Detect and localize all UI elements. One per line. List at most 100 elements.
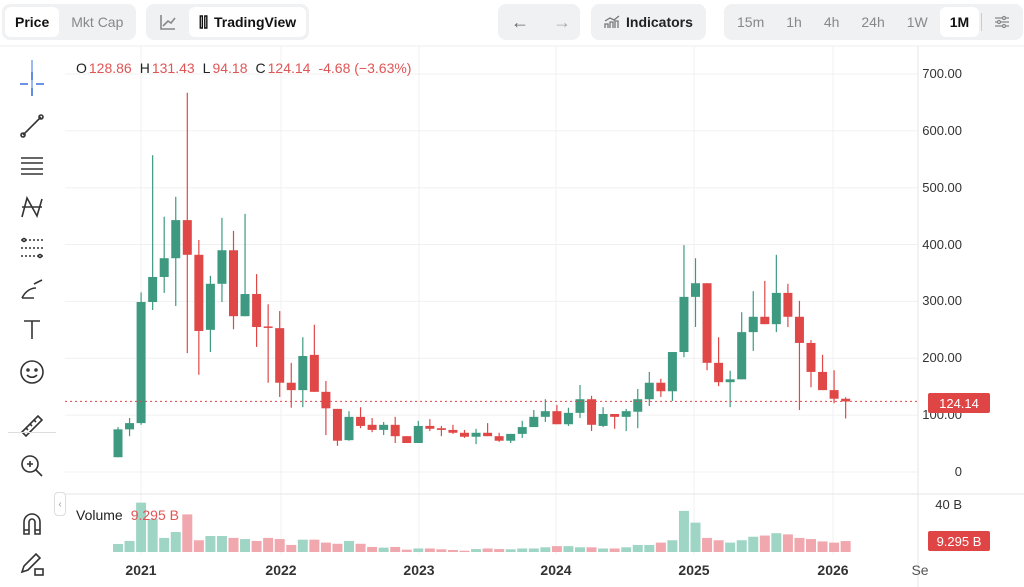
candle-body [309, 354, 319, 392]
zoom-in-tool[interactable] [16, 450, 48, 482]
volume-bar [829, 542, 840, 552]
candle-body [413, 425, 423, 444]
settings-sliders-icon[interactable] [984, 7, 1020, 37]
text-tool[interactable] [16, 314, 48, 346]
candle-body [275, 328, 285, 383]
crosshair-tool[interactable] [16, 68, 48, 100]
magnet-tool[interactable] [16, 508, 48, 540]
candle-body [148, 276, 158, 302]
pattern-icon [21, 195, 43, 219]
candle-body [725, 379, 735, 383]
volume-bar [286, 544, 297, 552]
ruler-tool[interactable] [16, 410, 48, 442]
candle-body [298, 356, 308, 391]
volume-bar [182, 514, 193, 552]
lock-drawings-tool[interactable] [16, 548, 48, 580]
timeframe-4h[interactable]: 4h [823, 14, 840, 30]
timeframe-1W[interactable]: 1W [906, 14, 928, 30]
fib-retracement-icon [21, 237, 43, 259]
candle-body [667, 352, 677, 392]
timeframe-1M[interactable]: 1M [939, 7, 980, 37]
candle-body [829, 390, 839, 399]
timeframe-24h[interactable]: 24h [861, 14, 885, 30]
horizontal-lines-tool[interactable] [16, 150, 48, 182]
candle-body [205, 283, 215, 330]
volume-bar [367, 546, 378, 552]
candle-body [448, 429, 458, 433]
candle-body [460, 432, 469, 437]
candle-body [575, 399, 585, 413]
volume-bar [436, 549, 447, 552]
volume-label: Volume [76, 507, 123, 523]
forward-arrow-icon[interactable]: → [553, 11, 571, 32]
candle-body [286, 382, 296, 391]
volume-bar [817, 541, 828, 552]
text-icon [24, 320, 40, 339]
x-axis-tick: 2022 [265, 562, 297, 578]
volume-bar [690, 522, 701, 552]
line-chart-button[interactable] [149, 7, 187, 37]
candle-body [563, 412, 573, 425]
volume-bar [193, 540, 204, 552]
candle-body [587, 399, 597, 425]
candle-body [240, 294, 250, 317]
candle-body [656, 382, 666, 392]
candle-body [471, 432, 481, 437]
mkt-cap-tab[interactable]: Mkt Cap [71, 14, 124, 30]
emoji-tool[interactable] [16, 356, 48, 388]
candle-body [760, 316, 770, 325]
candle-body [702, 283, 712, 363]
tradingview-button[interactable]: ⫿⫿ TradingView [189, 7, 307, 37]
candle-body [390, 424, 400, 437]
volume-bar [840, 541, 851, 552]
timeframe-1h[interactable]: 1h [786, 14, 802, 30]
volume-bar [586, 547, 597, 552]
volume-bar [355, 543, 366, 552]
volume-bar [621, 547, 632, 552]
volume-bar [216, 536, 227, 552]
price-tab[interactable]: Price [5, 7, 60, 37]
brush-icon [21, 279, 43, 299]
crosshair-icon [20, 72, 44, 96]
back-arrow-icon[interactable]: ← [511, 11, 529, 32]
volume-bar [678, 510, 689, 552]
change-value: -4.68 (−3.63%) [318, 60, 412, 76]
volume-bar [794, 537, 805, 552]
zoom-in-icon [21, 455, 43, 477]
candle-body [783, 292, 793, 317]
open-value: 128.86 [88, 60, 132, 76]
indicators-label: Indicators [626, 14, 693, 30]
candle-body [217, 250, 227, 284]
pattern-tool[interactable] [16, 191, 48, 223]
y-axis-tick: 400.00 [922, 236, 962, 252]
volume-bar [401, 549, 412, 552]
fib-retracement-tool[interactable] [16, 232, 48, 264]
trend-line-tool[interactable] [16, 110, 48, 142]
timeframe-15m[interactable]: 15m [737, 14, 765, 30]
volume-bar [736, 540, 747, 552]
indicators-button[interactable]: Indicators [594, 7, 703, 37]
candle-body [679, 296, 689, 353]
candle-body [136, 301, 146, 424]
candle-body [737, 332, 747, 380]
volume-bar [240, 539, 251, 552]
volume-bar [309, 539, 320, 552]
candle-body [171, 220, 181, 259]
candle-body [483, 432, 493, 437]
volume-bar [494, 549, 505, 552]
volume-bar [113, 544, 123, 552]
high-label: H [139, 60, 150, 76]
volume-badge: 9.295 B [928, 531, 990, 551]
volume-bar [390, 546, 401, 552]
volume-bar [759, 535, 770, 552]
candle-body [367, 424, 377, 430]
y-axis-tick: 600.00 [922, 122, 962, 138]
collapse-toolbar-button[interactable]: ‹ [54, 492, 66, 516]
x-axis-tick: 2026 [817, 562, 849, 578]
brush-tool[interactable] [16, 274, 48, 306]
volume-bar [159, 537, 170, 552]
volume-bar [702, 537, 713, 552]
x-axis-tick: 2021 [125, 562, 157, 578]
volume-bar [667, 540, 678, 552]
